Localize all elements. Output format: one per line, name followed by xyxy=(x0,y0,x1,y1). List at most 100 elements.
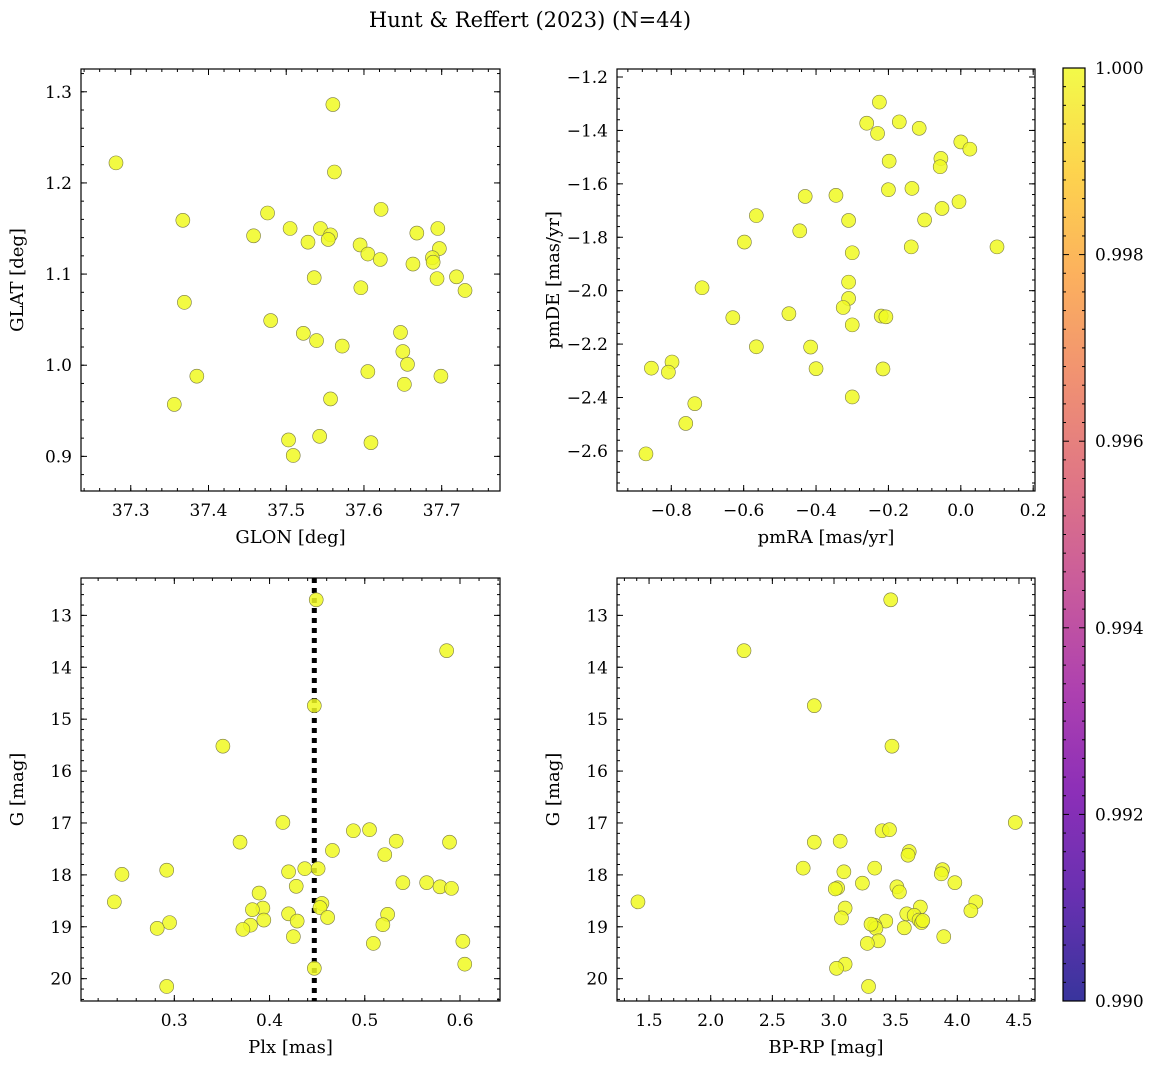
scatter-point xyxy=(162,915,177,930)
scatter-point xyxy=(867,860,883,876)
colorbar-frame xyxy=(1062,67,1086,1002)
scatter-point xyxy=(630,894,646,910)
scatter-point xyxy=(859,115,875,131)
x-tick-label: 0.2 xyxy=(1020,501,1047,521)
y-tick-label: −1.6 xyxy=(567,175,608,195)
scatter-point xyxy=(881,182,896,198)
scatter-point xyxy=(694,280,710,296)
scatter-point xyxy=(881,153,897,169)
x-tick-label: 2.5 xyxy=(759,1011,786,1031)
scatter-point xyxy=(108,155,124,171)
scatter-point xyxy=(288,878,304,894)
scatter-point xyxy=(372,252,388,267)
scatter-point xyxy=(282,221,298,236)
x-tick-label: 0.0 xyxy=(947,501,974,521)
scatter-point xyxy=(900,847,916,863)
scatter-point xyxy=(425,254,441,270)
scatter-point xyxy=(844,317,860,333)
y-tick-label: 0.9 xyxy=(45,447,72,467)
y-tick-label: 1.1 xyxy=(45,265,72,285)
y-tick-label: 18 xyxy=(586,866,608,886)
scatter-point xyxy=(312,429,327,444)
scatter-point xyxy=(373,202,389,217)
x-tick-label: 2.0 xyxy=(697,1011,724,1031)
scatter-point xyxy=(875,361,891,377)
y-tick-label: 16 xyxy=(50,762,72,782)
x-tick-label: 37.5 xyxy=(267,501,305,521)
x-tick-label: −0.4 xyxy=(795,501,836,521)
panel-4: 1.5 2.0 2.5 3.0 3.5 4.0 4.5 13 14 15 16 17 18 19 20 BP-… xyxy=(543,577,1036,1058)
y-tick-label: −2.0 xyxy=(567,282,608,302)
colorbar: 0.990 0.992 0.994 0.996 0.998 1.000 xyxy=(1062,59,1144,1012)
scatter-point xyxy=(327,164,342,180)
scatter-point xyxy=(989,239,1005,255)
scatter-point xyxy=(433,368,449,384)
x-tick-label: 0.6 xyxy=(446,1011,473,1031)
scatter-point xyxy=(377,847,393,862)
scatter-point xyxy=(457,283,473,298)
scatter-point xyxy=(260,205,275,221)
scatter-point xyxy=(166,397,182,412)
x-tick-label: 0.4 xyxy=(256,1011,283,1031)
colorbar-tick-label: 0.998 xyxy=(1095,246,1144,266)
colorbar-gradient xyxy=(1063,68,1085,1001)
x-axis-label: pmRA [mas/yr] xyxy=(758,527,895,548)
scatter-point xyxy=(388,833,404,849)
scatter-point xyxy=(878,309,894,325)
y-tick-label: 1.2 xyxy=(45,174,72,194)
scatter-point xyxy=(177,295,192,310)
scatter-point xyxy=(325,97,341,112)
scatter-point xyxy=(872,94,887,110)
scatter-point xyxy=(917,212,932,228)
colorbar-tick-label: 0.992 xyxy=(1095,805,1144,825)
x-tick-label: 1.5 xyxy=(636,1011,663,1031)
scatter-point xyxy=(308,592,324,608)
colorbar-tick-label: 0.994 xyxy=(1095,619,1144,639)
scatter-point xyxy=(860,936,875,951)
scatter-point xyxy=(442,834,457,850)
scatter-point xyxy=(644,360,659,376)
panel-3: 0.3 0.4 0.5 0.6 13 14 15 16 17 18 19 20 Plx [mas] G [… xyxy=(7,577,501,1058)
scatter-point xyxy=(362,822,377,838)
scatter-point xyxy=(419,875,434,890)
scatter-point xyxy=(781,306,797,321)
y-tick-label: 15 xyxy=(586,710,608,730)
scatter-point xyxy=(397,377,412,392)
scatter-point xyxy=(638,446,654,462)
scatter-point xyxy=(245,902,260,917)
scatter-point xyxy=(306,270,322,286)
scatter-point xyxy=(934,201,950,216)
scatter-point xyxy=(806,834,822,850)
scatter-point xyxy=(933,866,949,882)
scatter-point xyxy=(449,269,464,285)
scatter-point xyxy=(405,256,421,272)
scatter-point xyxy=(803,339,818,355)
scatter-point xyxy=(915,913,931,928)
x-tick-label: −0.2 xyxy=(868,501,909,521)
scatter-point xyxy=(395,344,411,359)
scatter-point xyxy=(312,900,328,915)
scatter-point xyxy=(882,822,897,838)
scatter-point xyxy=(963,903,979,918)
scatter-point xyxy=(903,239,919,255)
scatter-point xyxy=(114,867,130,882)
scatter-point xyxy=(281,864,296,880)
y-tick-label: 19 xyxy=(586,918,608,938)
x-tick-label: 4.5 xyxy=(1005,1011,1032,1031)
scatter-point xyxy=(286,929,301,944)
y-tick-label: 13 xyxy=(586,606,608,626)
y-tick-label: 17 xyxy=(50,814,72,834)
scatter-point xyxy=(235,922,251,937)
scatter-point xyxy=(863,916,879,932)
colorbar-tick-label: 0.990 xyxy=(1095,992,1144,1012)
y-tick-label: −1.8 xyxy=(567,228,608,248)
x-tick-label: 37.3 xyxy=(112,501,150,521)
scatter-point xyxy=(797,189,813,204)
scatter-point xyxy=(932,159,948,175)
scatter-point xyxy=(159,979,175,994)
y-tick-label: 14 xyxy=(586,658,608,678)
scatter-point xyxy=(736,643,752,658)
scatter-point xyxy=(256,912,272,928)
scatter-point xyxy=(439,643,454,658)
scatter-point xyxy=(792,223,808,239)
